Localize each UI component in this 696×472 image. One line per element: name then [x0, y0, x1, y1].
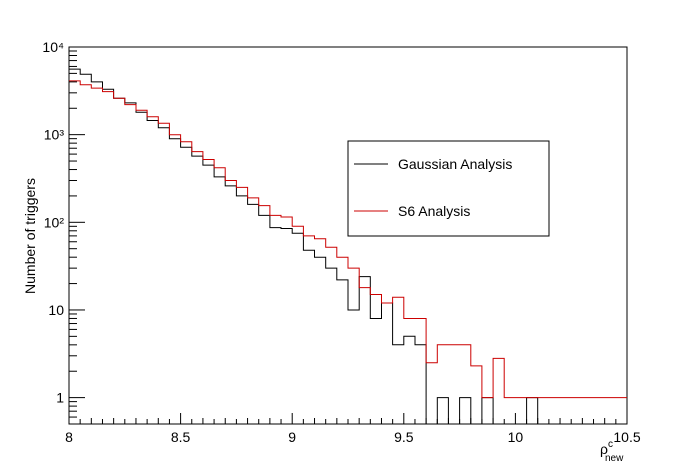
x-axis-label: ρc new	[600, 439, 624, 464]
legend-label-gaussian: Gaussian Analysis	[398, 156, 512, 172]
x-axis-label-sub: new	[605, 453, 624, 464]
y-axis-label: Number of triggers	[22, 178, 38, 294]
x-tick-label: 9.5	[394, 429, 414, 445]
y-axis: 1 10 10² 10³ 10⁴	[42, 39, 85, 425]
series-gaussian-line	[69, 68, 627, 425]
y-tick-label: 1	[56, 390, 64, 406]
legend: Gaussian Analysis S6 Analysis	[347, 140, 550, 237]
x-tick-label: 10	[508, 429, 524, 445]
y-tick-label: 10⁴	[42, 39, 64, 55]
x-axis-label-main: ρ	[600, 441, 608, 457]
legend-label-s6: S6 Analysis	[398, 203, 470, 219]
y-tick-label: 10²	[44, 214, 65, 230]
x-tick-label: 9	[288, 429, 296, 445]
y-tick-label: 10	[48, 302, 64, 318]
legend-box	[347, 140, 550, 237]
x-tick-label: 10.5	[613, 429, 640, 445]
x-tick-label: 8.5	[171, 429, 191, 445]
y-tick-label: 10³	[44, 127, 65, 143]
x-axis-label-sup: c	[608, 439, 613, 450]
series-s6-line	[69, 80, 627, 399]
x-tick-label: 8	[65, 429, 73, 445]
x-axis: 8 8.5 9 9.5 10 10.5	[65, 413, 641, 445]
series-layer	[69, 68, 627, 425]
